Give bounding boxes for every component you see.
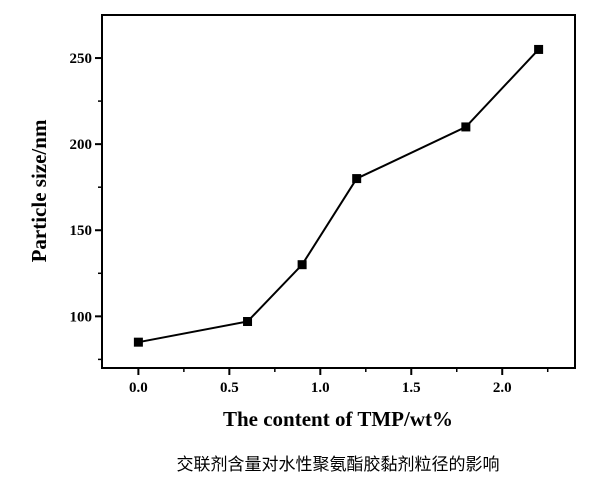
y-tick-label: 250 [70, 51, 93, 67]
y-axis-title: Particle size/nm [27, 119, 51, 262]
series-line [138, 48, 540, 344]
data-point-marker [352, 174, 362, 184]
y-tick-label: 150 [70, 223, 93, 239]
data-point-marker [461, 122, 471, 132]
axis-ticks [95, 57, 549, 375]
data-point-marker [534, 44, 544, 54]
data-point-marker [243, 317, 253, 327]
data-point-marker [297, 260, 307, 270]
x-tick-label: 1.0 [311, 380, 330, 396]
x-tick-label: 0.5 [220, 380, 239, 396]
series-markers [133, 44, 544, 347]
y-tick-label: 100 [70, 309, 93, 325]
x-tick-label: 2.0 [493, 380, 512, 396]
x-tick-label: 0.0 [129, 380, 148, 396]
y-tick-label: 200 [70, 137, 93, 153]
x-axis-title: The content of TMP/wt% [223, 407, 453, 431]
data-point-marker [133, 337, 143, 347]
plot-frame [101, 14, 576, 369]
axis-tick-labels: 0.0 0.5 1.0 1.5 2.0 100 150 200 250 [70, 51, 512, 396]
x-tick-label: 1.5 [402, 380, 421, 396]
figure-caption: 交联剂含量对水性聚氨酯胶黏剂粒径的影响 [177, 455, 500, 475]
